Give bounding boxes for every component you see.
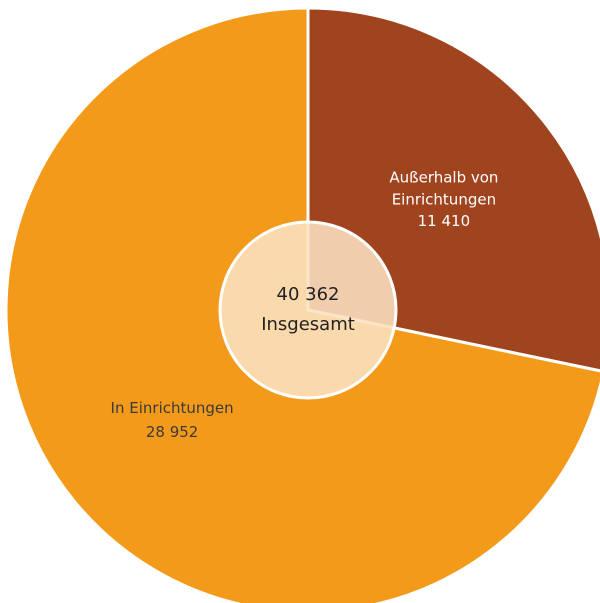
center-value: 40 362 (277, 284, 340, 305)
slice-value: 28 952 (146, 423, 199, 441)
slice-value: 11 410 (418, 212, 471, 230)
slice-label: In Einrichtungen (111, 399, 234, 417)
center-text: Insgesamt (261, 314, 355, 335)
slice-label-line: Einrichtungen (392, 190, 496, 208)
slice-label: Außerhalb von Einrichtungen (389, 168, 498, 208)
slice-label-line: Außerhalb von (389, 168, 498, 186)
center-circle (218, 220, 398, 400)
